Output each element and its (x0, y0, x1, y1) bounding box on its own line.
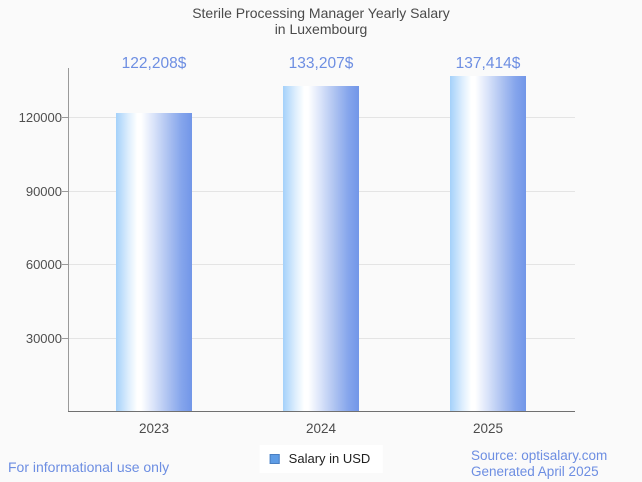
y-axis-label-120000: 120000 (18, 110, 62, 126)
y-axis-tick-90000 (62, 190, 68, 192)
x-axis-baseline (68, 411, 575, 412)
plot-area (62, 68, 575, 412)
y-axis-label-60000: 60000 (25, 257, 62, 273)
bar-value-label-2024: 133,207$ (288, 55, 354, 72)
bar-2023 (116, 113, 192, 412)
legend-label: Salary in USD (288, 451, 371, 466)
legend: Salary in USD (259, 445, 383, 473)
chart-title-line2: in Luxembourg (274, 21, 368, 37)
bar-value-label-2025: 137,414$ (455, 55, 521, 72)
disclaimer-text: For informational use only (8, 459, 170, 475)
y-axis-tick-60000 (62, 264, 68, 266)
bar-2024 (283, 86, 359, 412)
chart-title: Sterile Processing Manager Yearly Salary… (0, 5, 642, 37)
y-axis-tick-30000 (62, 337, 68, 339)
legend-swatch-icon (269, 454, 280, 464)
generated-line: Generated April 2025 (471, 463, 599, 479)
y-axis-label-90000: 90000 (25, 183, 62, 199)
y-axis-tick-120000 (62, 117, 68, 119)
bar-2025 (450, 76, 526, 412)
source-attribution: Source: optisalary.com Generated April 2… (471, 448, 607, 479)
x-axis-label-2025: 2025 (472, 421, 504, 436)
chart-title-line1: Sterile Processing Manager Yearly Salary (192, 5, 450, 21)
bar-value-label-2023: 122,208$ (121, 55, 187, 72)
y-axis-label-30000: 30000 (25, 330, 62, 346)
source-line: Source: optisalary.com (471, 448, 608, 463)
y-axis-line (68, 68, 69, 412)
x-axis-label-2024: 2024 (305, 421, 337, 436)
x-axis-label-2023: 2023 (138, 421, 170, 436)
